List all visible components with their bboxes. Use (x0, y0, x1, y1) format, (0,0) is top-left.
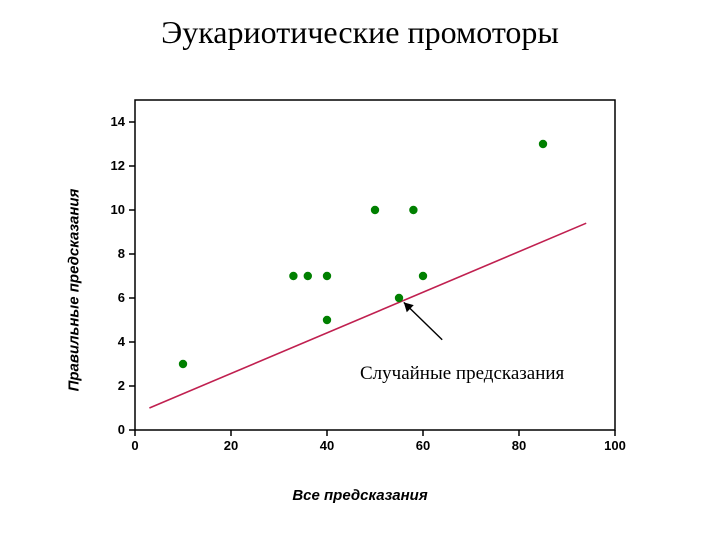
svg-text:4: 4 (118, 334, 126, 349)
annotation-label: Случайные предсказания (360, 363, 564, 385)
svg-text:0: 0 (118, 422, 125, 437)
svg-text:100: 100 (604, 438, 626, 453)
slide: Эукариотические промоторы Правильные пре… (0, 0, 720, 540)
svg-text:2: 2 (118, 378, 125, 393)
y-axis-label: Правильные предсказания (66, 189, 83, 392)
svg-text:60: 60 (416, 438, 430, 453)
svg-text:12: 12 (111, 158, 125, 173)
svg-text:40: 40 (320, 438, 334, 453)
x-axis-label: Все предсказания (80, 487, 640, 504)
scatter-chart: 0 20 40 60 80 100 0 2 4 6 8 10 12 14 (80, 80, 640, 475)
svg-text:14: 14 (111, 114, 126, 129)
svg-text:0: 0 (131, 438, 138, 453)
svg-text:10: 10 (111, 202, 125, 217)
svg-text:80: 80 (512, 438, 526, 453)
svg-text:6: 6 (118, 290, 125, 305)
svg-text:8: 8 (118, 246, 125, 261)
page-title: Эукариотические промоторы (0, 14, 720, 51)
svg-text:20: 20 (224, 438, 238, 453)
chart-container: Правильные предсказания 0204060801000246… (80, 80, 640, 500)
